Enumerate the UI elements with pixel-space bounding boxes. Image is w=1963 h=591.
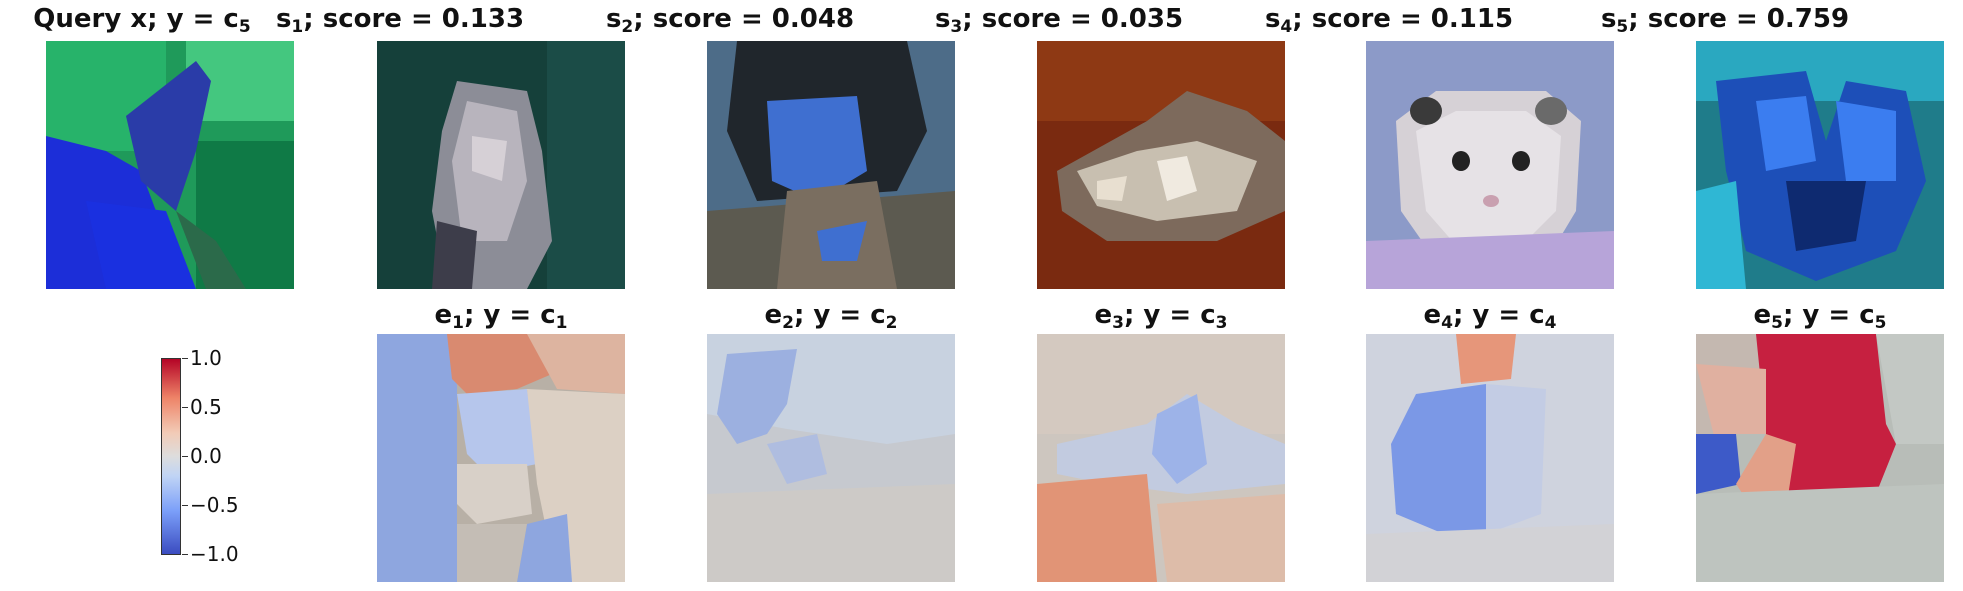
support-1-title: s1; score = 0.133: [275, 4, 525, 37]
query-title: Query x; y = c5: [33, 4, 251, 37]
colorbar-label-1.0: 1.0: [190, 346, 222, 370]
explanation-3-title: e3; y = c3: [1094, 300, 1228, 333]
support-image-2: [707, 41, 955, 289]
support-3-title: s3; score = 0.035: [934, 4, 1184, 37]
explanation-map-4: [1366, 334, 1614, 582]
support-image-3: [1037, 41, 1285, 289]
explanation-map-5: [1696, 334, 1944, 582]
support-5-title: s5; score = 0.759: [1600, 4, 1850, 37]
support-image-5: [1696, 41, 1944, 289]
colorbar-tick: [182, 554, 188, 555]
colorbar-tick: [182, 358, 188, 359]
support-image-4: [1366, 41, 1614, 289]
colorbar-tick: [182, 505, 188, 506]
colorbar-label-0.5: 0.5: [190, 395, 222, 419]
explanation-map-1: [377, 334, 625, 582]
colorbar-tick: [182, 456, 188, 457]
colorbar-tick: [182, 407, 188, 408]
explanation-1-title: e1; y = c1: [434, 300, 568, 333]
support-image-1: [377, 41, 625, 289]
explanation-5-title: e5; y = c5: [1753, 300, 1887, 333]
colorbar-label-0.0: 0.0: [190, 444, 222, 468]
explanation-4-title: e4; y = c4: [1423, 300, 1557, 333]
colorbar: [161, 358, 181, 555]
query-image-butterfly: [46, 41, 294, 289]
colorbar-label-neg0.5: −0.5: [190, 493, 239, 517]
support-2-title: s2; score = 0.048: [605, 4, 855, 37]
explanation-2-title: e2; y = c2: [764, 300, 898, 333]
explanation-map-2: [707, 334, 955, 582]
explanation-map-3: [1037, 334, 1285, 582]
colorbar-label-neg1.0: −1.0: [190, 542, 239, 566]
support-4-title: s4; score = 0.115: [1264, 4, 1514, 37]
